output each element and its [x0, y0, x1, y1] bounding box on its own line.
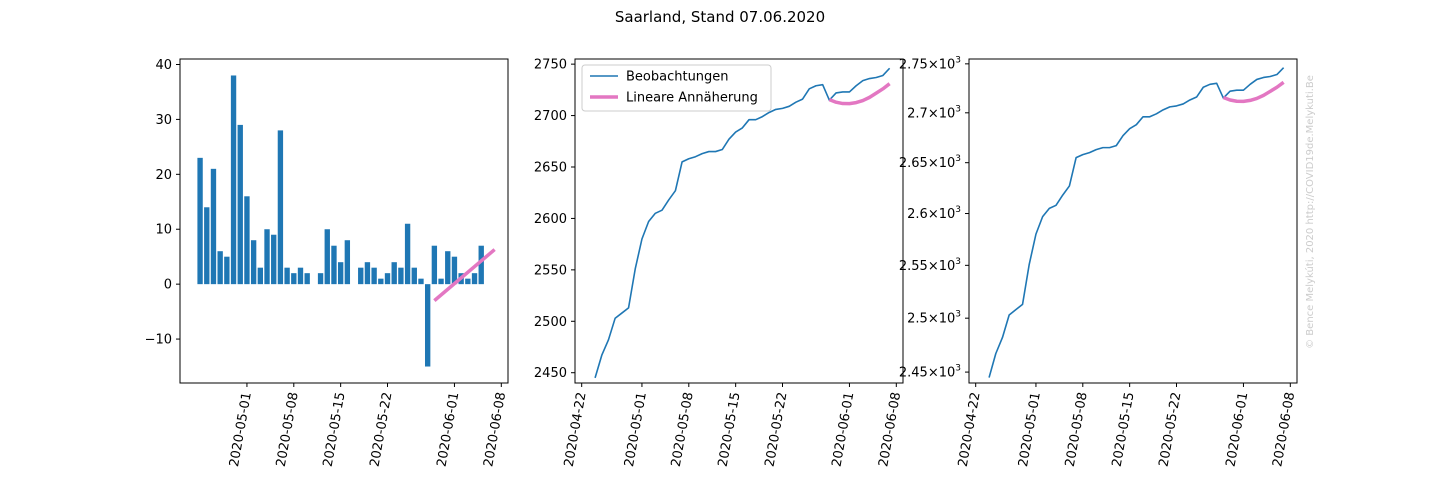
observations-line — [594, 67, 891, 379]
bar — [230, 75, 237, 285]
bar — [344, 240, 351, 285]
bar — [324, 229, 330, 285]
y-tick-label: 2.55×103 — [899, 257, 961, 274]
figure-title: Saarland, Stand 07.06.2020 — [615, 8, 825, 26]
axes-frame — [574, 58, 904, 384]
y-tick-label: 2600 — [534, 212, 567, 227]
bar — [418, 278, 424, 285]
bar — [451, 256, 458, 285]
bar — [478, 245, 484, 285]
y-tick-label: 2500 — [534, 315, 567, 330]
bar — [378, 278, 384, 285]
bar — [398, 267, 404, 285]
y-tick-label: 20 — [155, 168, 172, 183]
bar — [271, 234, 277, 285]
y-tick-label: 10 — [155, 223, 172, 238]
axes-frame — [968, 58, 1298, 384]
axes-frame — [179, 58, 509, 384]
bar — [197, 157, 203, 285]
x-tick-label: 2020-05-08 — [274, 391, 302, 468]
bar — [431, 245, 438, 285]
bar — [331, 245, 337, 285]
x-tick-label: 2020-06-08 — [1270, 391, 1298, 468]
x-tick-label: 2020-06-01 — [1223, 391, 1251, 468]
fit-line — [828, 82, 891, 106]
y-tick-label: 2.7×103 — [907, 104, 961, 121]
bar — [257, 267, 264, 285]
bar — [391, 262, 397, 285]
x-tick-label: 2020-06-08 — [876, 391, 904, 468]
bar — [465, 278, 471, 285]
fit-line — [433, 248, 496, 302]
bar — [297, 267, 304, 285]
y-tick-label: 2450 — [534, 366, 567, 381]
bar — [404, 223, 411, 285]
bar — [291, 273, 297, 285]
x-tick-label: 2020-05-22 — [368, 391, 396, 468]
bar — [250, 240, 257, 285]
bar — [364, 262, 371, 285]
y-tick-label: 2.6×103 — [907, 205, 961, 222]
bar — [277, 130, 284, 285]
bar — [204, 207, 210, 285]
x-tick-label: 2020-05-01 — [227, 391, 255, 468]
watermark: © Bence Melykúti, 2020 http://COVID19de.… — [1304, 75, 1316, 349]
y-tick-label: 2700 — [534, 109, 567, 124]
bar — [424, 284, 431, 367]
x-tick-label: 2020-05-15 — [321, 391, 349, 468]
bar — [237, 124, 243, 285]
bar — [264, 229, 270, 285]
x-tick-label: 2020-05-15 — [1110, 391, 1138, 468]
bar — [337, 262, 344, 285]
bar — [371, 267, 377, 285]
bar — [284, 267, 290, 285]
daily-increase-panel: 40 30 20 10 0 −10 2020-05-01 2020-05-08 2020-05-… — [145, 58, 510, 468]
y-tick-label: 2.75×103 — [899, 55, 961, 72]
legend-observations-label: Beobachtungen — [626, 70, 729, 85]
fit-line — [1222, 80, 1285, 104]
legend-box — [581, 64, 772, 112]
bar — [304, 273, 310, 285]
x-tick-label: 2020-05-01 — [1016, 391, 1044, 468]
bar — [471, 273, 478, 285]
bar — [317, 273, 324, 285]
x-tick-label: 2020-04-22 — [562, 391, 590, 468]
bar — [217, 251, 223, 285]
x-tick-label: 2020-05-22 — [763, 391, 791, 468]
x-tick-label: 2020-05-22 — [1157, 391, 1185, 468]
cumulative-log-panel: 2.45×103 2.5×103 2.55×103 2.6×103 2.65×103 2.… — [899, 55, 1298, 468]
bar — [384, 273, 391, 285]
bar — [445, 251, 451, 285]
bar — [244, 196, 250, 285]
legend-fit-label: Lineare Annäherung — [626, 91, 758, 106]
bar — [210, 168, 217, 285]
x-tick-label: 2020-04-22 — [956, 391, 984, 468]
y-tick-label: −10 — [145, 333, 172, 348]
y-tick-label: 0 — [164, 278, 172, 293]
cumulative-linear-panel: 2450 2500 2550 2600 2650 2700 2750 2020-04-22 20… — [534, 58, 904, 468]
x-tick-label: 2020-05-15 — [716, 391, 744, 468]
bar — [411, 267, 417, 285]
y-tick-label: 2.5×103 — [907, 310, 961, 327]
x-tick-label: 2020-05-08 — [1063, 391, 1091, 468]
bar — [358, 267, 364, 285]
x-tick-label: 2020-06-01 — [829, 391, 857, 468]
bar — [224, 256, 230, 285]
x-tick-label: 2020-05-01 — [622, 391, 650, 468]
observations-line — [988, 67, 1285, 378]
x-tick-label: 2020-05-08 — [669, 391, 697, 468]
y-tick-label: 30 — [155, 113, 172, 128]
x-tick-label: 2020-06-01 — [434, 391, 462, 468]
x-tick-label: 2020-06-08 — [481, 391, 509, 468]
y-tick-label: 2550 — [534, 263, 567, 278]
y-tick-label: 2750 — [534, 58, 567, 73]
y-tick-label: 2.45×103 — [899, 364, 961, 381]
y-tick-label: 2650 — [534, 161, 567, 176]
bar — [438, 278, 444, 285]
y-tick-label: 2.65×103 — [899, 154, 961, 171]
y-tick-label: 40 — [155, 58, 172, 73]
legend: Beobachtungen Lineare Annäherung — [581, 64, 772, 112]
